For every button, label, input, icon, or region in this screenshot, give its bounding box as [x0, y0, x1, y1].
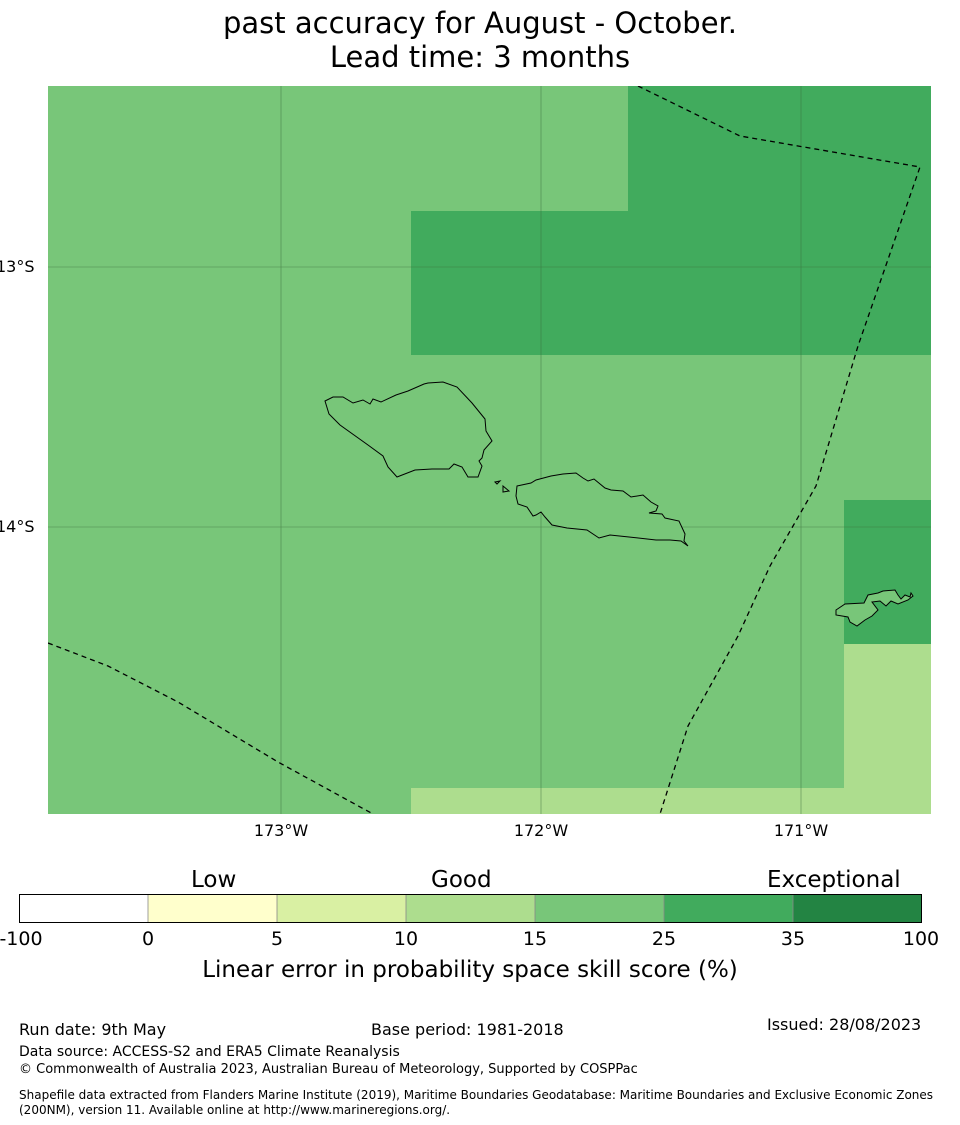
colorbar-tick: 10: [393, 928, 419, 950]
colorbar: [19, 894, 923, 923]
lon-label-171w: 171°W: [773, 821, 829, 840]
upolu-island: [515, 472, 689, 547]
colorbar-tick: 5: [270, 928, 284, 950]
coastlines: [324, 381, 914, 627]
colorbar-label-exceptional: Exceptional: [767, 867, 901, 893]
savaii-island: [324, 381, 493, 478]
map-title-line1: past accuracy for August - October.: [222, 6, 738, 40]
colorbar-segment: [793, 894, 923, 923]
colorbar-tick: 35: [780, 928, 806, 950]
colorbar-segment: [664, 894, 794, 923]
colorbar-xlabel: Linear error in probability space skill …: [202, 957, 738, 983]
gridlines: [48, 86, 931, 814]
copyright: © Commonwealth of Australia 2023, Austra…: [19, 1062, 638, 1077]
colorbar-label-good: Good: [431, 867, 492, 893]
colorbar-segment: [406, 894, 536, 923]
colorbar-tick: 0: [141, 928, 155, 950]
colorbar-tick: 15: [522, 928, 548, 950]
colorbar-segment: [19, 894, 149, 923]
skill-cell-south-east: [844, 644, 931, 814]
colorbar-tick: -100: [0, 928, 43, 950]
colorbar-tick: 25: [651, 928, 677, 950]
lat-label-13s: 13°S: [0, 257, 35, 276]
run-date: Run date: 9th May: [19, 1020, 167, 1039]
lat-label-14s: 14°S: [0, 517, 35, 536]
apolima-islet: [502, 484, 511, 493]
colorbar-label-low: Low: [191, 867, 237, 893]
colorbar-segment: [535, 894, 665, 923]
base-period: Base period: 1981-2018: [371, 1020, 564, 1039]
issued-date: Issued: 28/08/2023: [767, 1015, 922, 1034]
colorbar-segment: [277, 894, 407, 923]
skill-map: [48, 86, 931, 814]
tutuila-island: [835, 589, 914, 627]
eez-boundaries: [48, 86, 921, 814]
lon-label-172w: 172°W: [513, 821, 569, 840]
manono-islet: [493, 480, 502, 485]
map-title-line2: Lead time: 3 months: [329, 40, 631, 74]
colorbar-segments: [19, 894, 923, 923]
colorbar-segment: [148, 894, 278, 923]
data-source: Data source: ACCESS-S2 and ERA5 Climate …: [19, 1044, 400, 1060]
colorbar-tick: 100: [902, 928, 940, 950]
lon-label-173w: 173°W: [253, 821, 309, 840]
skill-cell-south: [411, 788, 844, 814]
shapefile-note: Shapefile data extracted from Flanders M…: [19, 1088, 934, 1117]
